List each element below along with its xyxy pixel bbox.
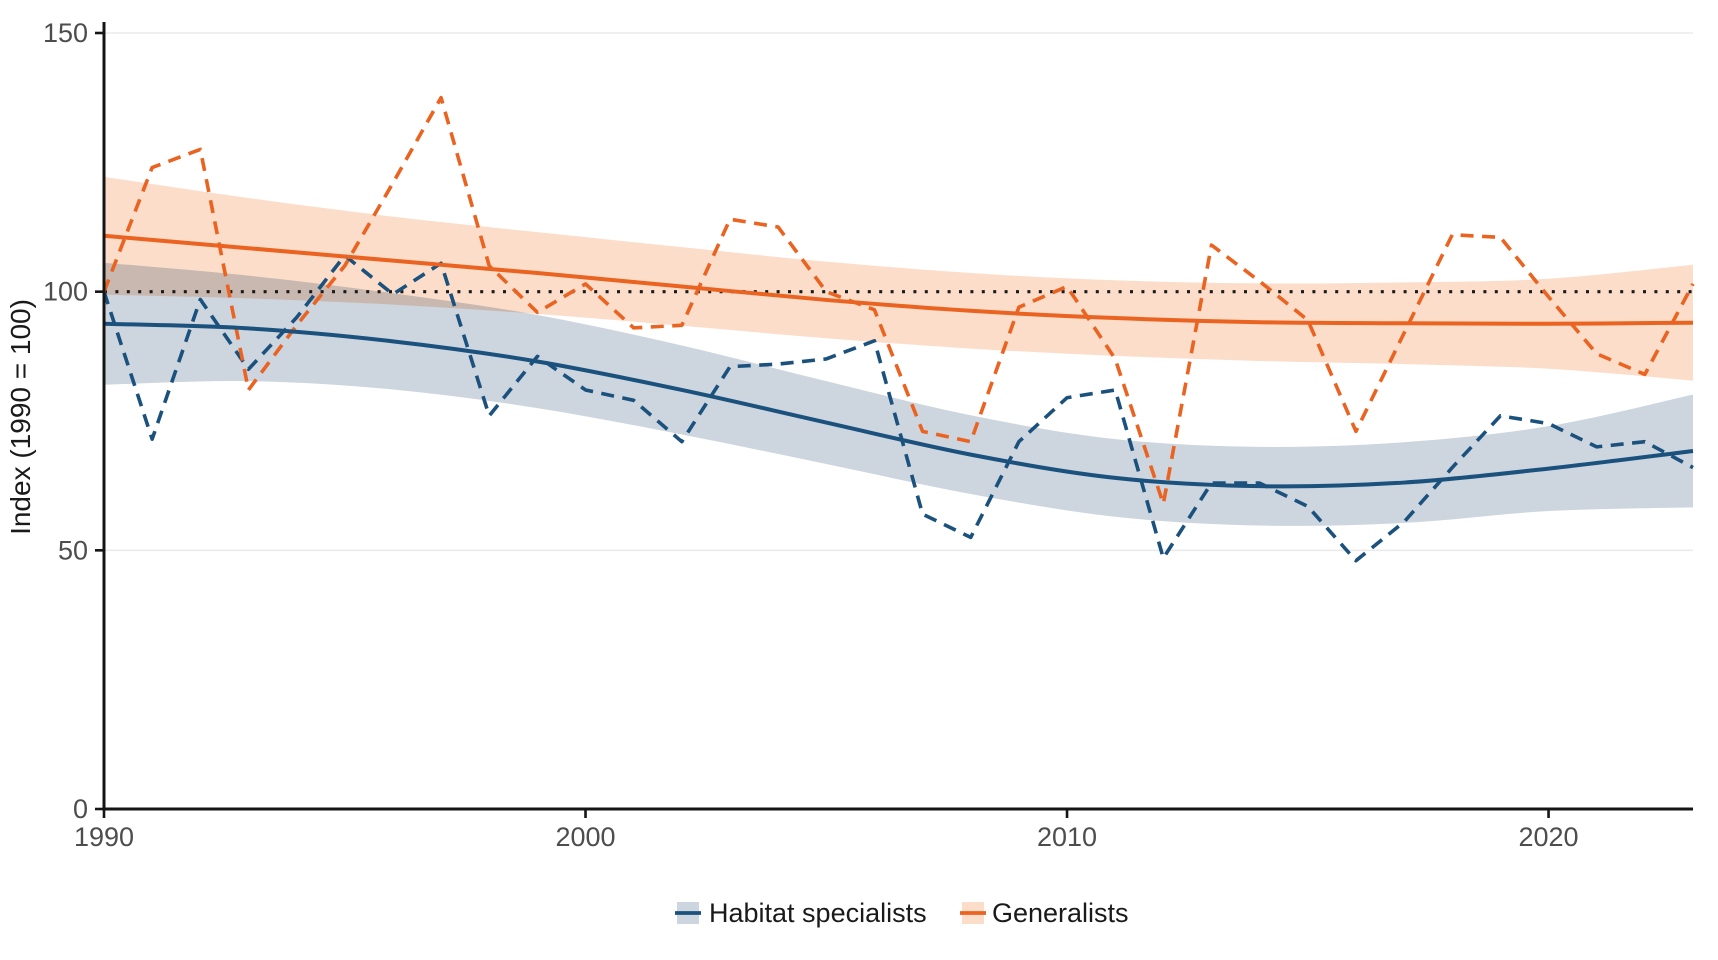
y-tick-label-100: 100 — [43, 277, 88, 307]
x-tick-label-2010: 2010 — [1037, 822, 1097, 852]
habitat-specialists-ribbon — [104, 262, 1693, 526]
y-tick-label-0: 0 — [73, 794, 88, 824]
y-axis-tick-labels: 0 50 100 150 — [43, 18, 88, 824]
legend-item-generalists: Generalists — [960, 898, 1129, 928]
habitat-specialists-annual-line — [102, 253, 1694, 563]
axes — [95, 22, 1693, 818]
generalists-trend-line — [103, 233, 1694, 326]
trend-lines — [103, 233, 1694, 489]
annual-index-lines — [102, 95, 1695, 563]
y-axis-title: Index (1990 = 100) — [5, 299, 36, 535]
x-tick-label-1990: 1990 — [74, 822, 134, 852]
generalists-ribbon — [104, 176, 1693, 381]
y-tick-label-50: 50 — [58, 535, 88, 565]
x-tick-label-2020: 2020 — [1519, 822, 1579, 852]
legend-label-habitat-specialists: Habitat specialists — [709, 898, 927, 928]
x-axis-tick-labels: 1990 2000 2010 2020 — [74, 822, 1579, 852]
x-tick-label-2000: 2000 — [555, 822, 615, 852]
confidence-ribbons — [104, 176, 1693, 526]
legend-item-habitat-specialists: Habitat specialists — [675, 898, 927, 928]
generalists-annual-line — [102, 95, 1695, 506]
y-tick-label-150: 150 — [43, 18, 88, 48]
habitat-specialists-trend-line — [103, 321, 1694, 489]
legend-label-generalists: Generalists — [992, 898, 1129, 928]
legend: Habitat specialists Generalists — [675, 898, 1129, 928]
